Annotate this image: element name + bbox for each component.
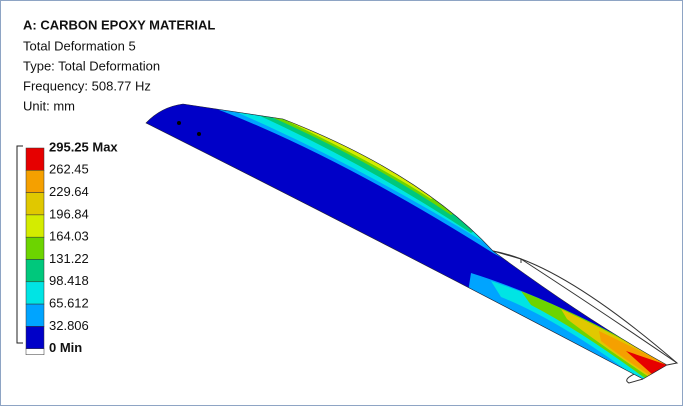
legend-swatch [26, 304, 44, 326]
legend-swatch [26, 326, 44, 348]
legend-swatch-min [26, 349, 44, 355]
legend-label: 98.418 [49, 273, 89, 288]
legend-swatch [26, 237, 44, 259]
legend-label: 262.45 [49, 162, 89, 177]
blade-model [141, 91, 682, 401]
legend-label: 229.64 [49, 184, 89, 199]
viewport: A: CARBON EPOXY MATERIAL Total Deformati… [0, 0, 683, 406]
legend-swatch [26, 170, 44, 192]
scene: A: CARBON EPOXY MATERIAL Total Deformati… [1, 1, 682, 405]
legend-label: 131.22 [49, 251, 89, 266]
legend-label: 65.612 [49, 296, 89, 311]
legend-label: 196.84 [49, 206, 89, 221]
legend-swatch [26, 193, 44, 215]
legend-swatch [26, 215, 44, 237]
header-line: Unit: mm [23, 98, 75, 113]
legend-label: 32.806 [49, 318, 89, 333]
legend-swatch [26, 260, 44, 282]
title: A: CARBON EPOXY MATERIAL [23, 17, 215, 32]
legend-label: 0 Min [49, 340, 82, 355]
legend-bracket [17, 146, 23, 343]
header-lines: Total Deformation 5 Type: Total Deformati… [23, 38, 160, 113]
legend-label: 295.25 Max [49, 139, 118, 154]
legend-swatch [26, 282, 44, 304]
legend: 295.25 Max 262.45 229.64 196.84 164.03 131.22… [26, 139, 118, 355]
header-line: Total Deformation 5 [23, 38, 136, 53]
header-line: Type: Total Deformation [23, 58, 160, 73]
header-line: Frequency: 508.77 Hz [23, 78, 151, 93]
legend-label: 164.03 [49, 229, 89, 244]
legend-swatch [26, 148, 44, 170]
